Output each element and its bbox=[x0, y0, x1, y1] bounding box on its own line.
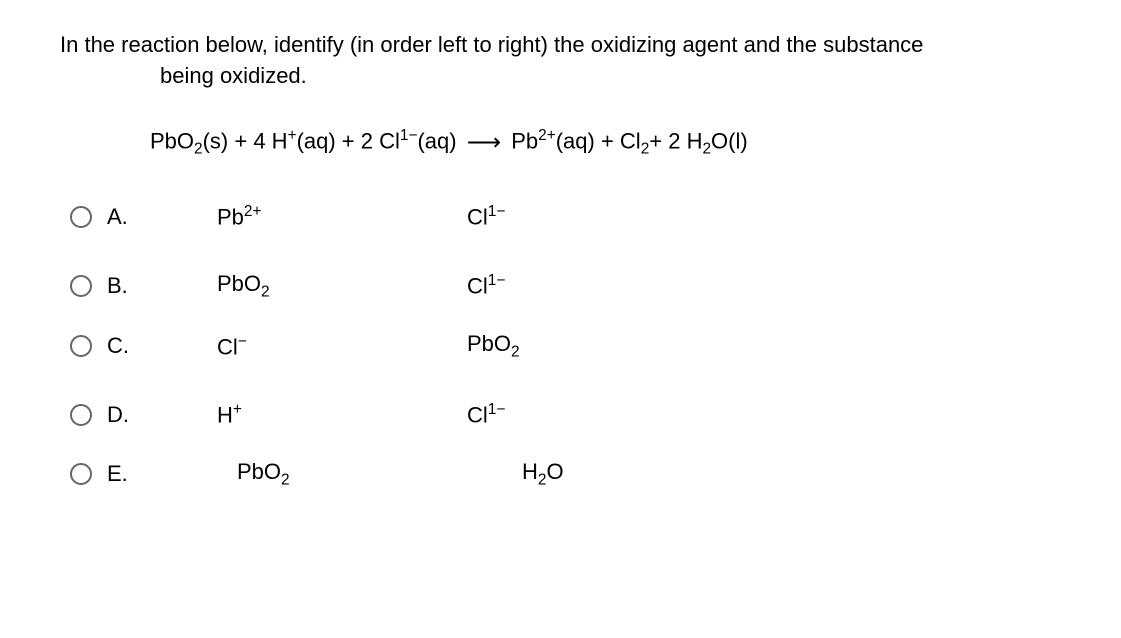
option-col1: Cl− bbox=[147, 333, 467, 360]
option-col2: Cl1− bbox=[467, 401, 667, 428]
option-col2: PbO2 bbox=[467, 331, 667, 361]
option-letter: D. bbox=[107, 402, 147, 428]
answer-options: A. Pb2+ Cl1− B. PbO2 Cl1− C. Cl− PbO2 D.… bbox=[50, 203, 1071, 489]
option-col2: H2O bbox=[487, 459, 722, 489]
radio-icon[interactable] bbox=[70, 404, 92, 426]
radio-icon[interactable] bbox=[70, 463, 92, 485]
option-col2: Cl1− bbox=[467, 272, 667, 299]
option-c[interactable]: C. Cl− PbO2 bbox=[50, 331, 1071, 361]
option-col1: H+ bbox=[147, 401, 467, 428]
question-text: In the reaction below, identify (in orde… bbox=[50, 30, 1071, 92]
option-b[interactable]: B. PbO2 Cl1− bbox=[50, 271, 1071, 301]
option-col2: Cl1− bbox=[467, 203, 667, 230]
chemical-equation: PbO2(s) + 4 H+(aq) + 2 Cl1−(aq) ⟶ Pb2+(a… bbox=[50, 127, 1071, 159]
option-a[interactable]: A. Pb2+ Cl1− bbox=[50, 203, 1071, 230]
option-letter: A. bbox=[107, 204, 147, 230]
radio-icon[interactable] bbox=[70, 335, 92, 357]
option-letter: E. bbox=[107, 461, 147, 487]
option-letter: C. bbox=[107, 333, 147, 359]
option-e[interactable]: E. PbO2 H2O bbox=[50, 459, 1071, 489]
option-letter: B. bbox=[107, 273, 147, 299]
option-d[interactable]: D. H+ Cl1− bbox=[50, 401, 1071, 428]
option-col1: PbO2 bbox=[147, 459, 487, 489]
question-line-1: In the reaction below, identify (in orde… bbox=[60, 30, 1071, 61]
reaction-arrow-icon: ⟶ bbox=[463, 128, 505, 157]
option-col1: Pb2+ bbox=[147, 203, 467, 230]
radio-icon[interactable] bbox=[70, 275, 92, 297]
radio-icon[interactable] bbox=[70, 206, 92, 228]
option-col1: PbO2 bbox=[147, 271, 467, 301]
question-line-2: being oxidized. bbox=[60, 61, 1071, 92]
